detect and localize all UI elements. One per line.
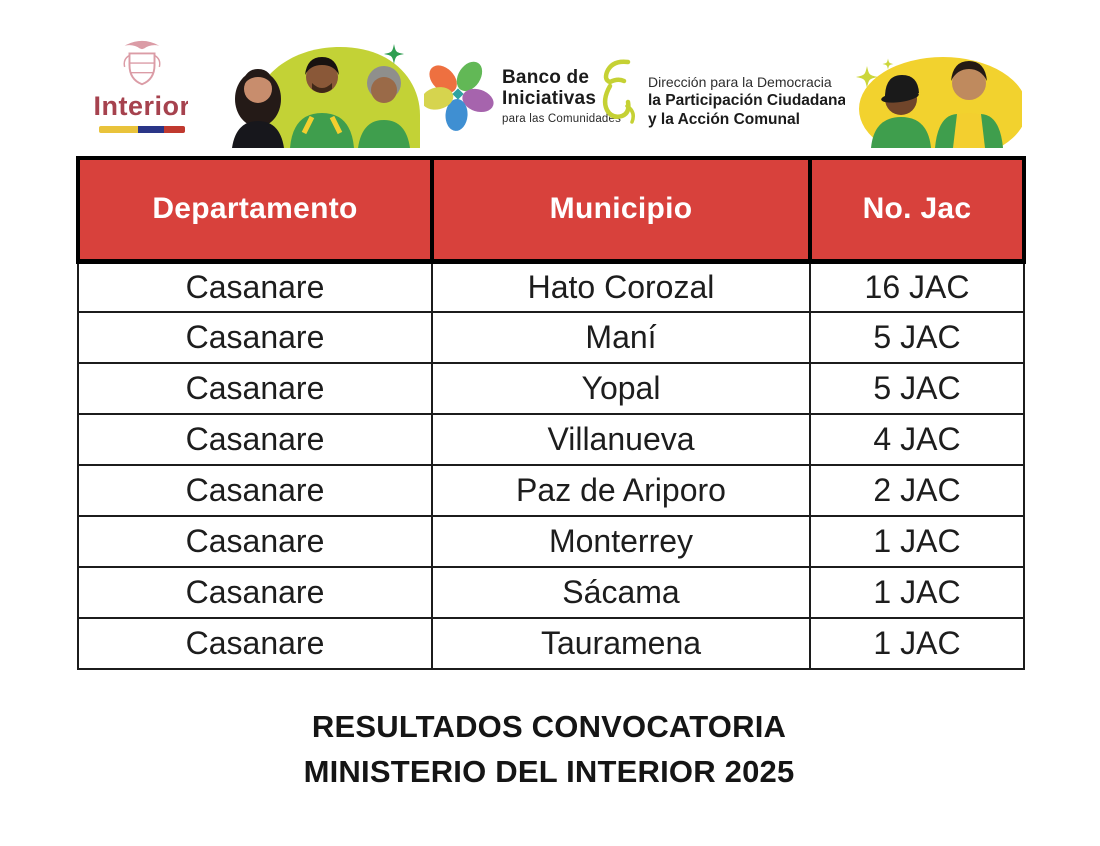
table-cell: 2 JAC [809,464,1025,517]
table-header-row: Departamento Municipio No. Jac [76,156,1026,264]
table-cell: Casanare [77,515,433,568]
table-cell: Monterrey [431,515,811,568]
footer-line2: MINISTERIO DEL INTERIOR 2025 [303,754,795,789]
table-row: Casanare Tauramena 1 JAC [77,617,1025,670]
table-cell: Hato Corozal [431,260,811,313]
footer-caption: RESULTADOS CONVOCATORIA MINISTERIO DEL I… [76,704,1022,794]
table-cell: Paz de Ariporo [431,464,811,517]
banco-subtitle: para las Comunidades [502,113,622,125]
sparkle-star-small-icon [882,58,894,70]
banner: Interior [0,0,1100,152]
table-cell: Sácama [431,566,811,619]
table-cell: 1 JAC [809,566,1025,619]
sparkle-star-icon [856,66,878,88]
results-table: Departamento Municipio No. Jac Casanare Hat… [76,156,1026,670]
democracy-bird-icon [602,59,635,124]
table-cell: 1 JAC [809,515,1025,568]
banco-iniciativas-logo: Banco de Iniciativas para las Comunidade… [424,50,621,134]
direccion-line1: Dirección para la Democracia [648,74,832,90]
table-row: Casanare Maní 5 JAC [77,311,1025,364]
banco-title-line1: Banco de [502,67,590,88]
banco-logo-text: Banco de Iniciativas para las Comunidade… [502,67,621,125]
interior-ministry-logo: Interior [85,38,199,133]
table-cell: Casanare [77,311,433,364]
footer-line1: RESULTADOS CONVOCATORIA [311,709,787,744]
table-cell: Casanare [77,617,433,670]
table-cell: Yopal [431,362,811,415]
interior-logo-text: Interior [93,91,191,121]
table-cell: Casanare [77,260,433,313]
table-cell: Maní [431,311,811,364]
table-cell: Casanare [77,413,433,466]
direccion-line2: la Participación Ciudadana [648,92,847,109]
table-cell: Casanare [77,362,433,415]
column-header: Departamento [76,156,434,264]
table-row: Casanare Paz de Ariporo 2 JAC [77,464,1025,517]
direccion-logo-text: Dirección para la Democracia la Particip… [648,73,846,129]
table-row: Casanare Hato Corozal 16 JAC [77,260,1025,313]
table-cell: Casanare [77,464,433,517]
community-members-photo-left [188,37,420,148]
table-row: Casanare Sácama 1 JAC [77,566,1025,619]
banco-flower-icon [424,61,494,131]
table-cell: 4 JAC [809,413,1025,466]
table-cell: Tauramena [431,617,811,670]
table-cell: 5 JAC [809,362,1025,415]
flag-yellow-stripe [99,126,138,133]
direccion-democracia-logo: Dirección para la Democracia la Particip… [594,56,846,130]
direccion-line3: y la Acción Comunal [648,111,800,128]
table-cell: 1 JAC [809,617,1025,670]
flag-red-stripe [164,126,185,133]
table-body: Casanare Hato Corozal 16 JAC Casanare Maní 5 … [77,260,1025,670]
table-row: Casanare Yopal 5 JAC [77,362,1025,415]
flag-blue-stripe [137,126,165,133]
table-cell: Casanare [77,566,433,619]
colombia-coat-of-arms-icon [123,40,161,86]
table-cell: 5 JAC [809,311,1025,364]
column-header: No. Jac [808,156,1026,264]
sparkle-star-icon [384,44,404,64]
table-cell: 16 JAC [809,260,1025,313]
column-header: Municipio [430,156,812,264]
table-cell: Villanueva [431,413,811,466]
community-members-photo-right [845,37,1022,148]
banco-title-line2: Iniciativas [502,88,597,109]
table-row: Casanare Villanueva 4 JAC [77,413,1025,466]
colombia-flag-bar [99,126,185,133]
table-row: Casanare Monterrey 1 JAC [77,515,1025,568]
